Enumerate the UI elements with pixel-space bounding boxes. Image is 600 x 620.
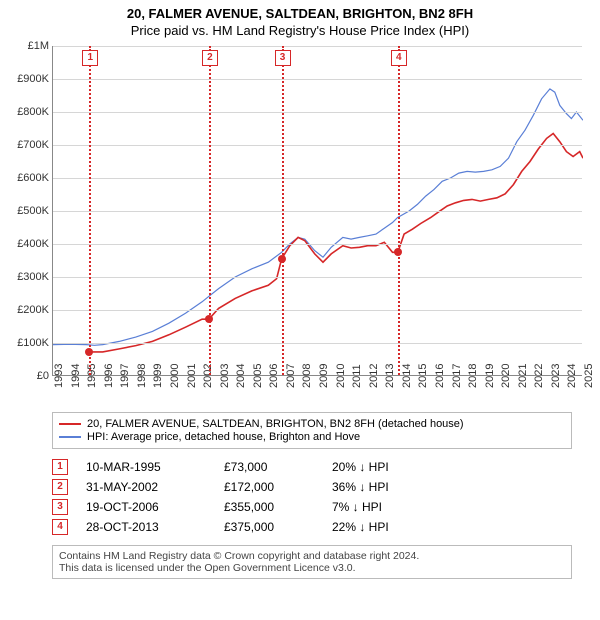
sales-row-price: £375,000 — [224, 520, 314, 534]
sales-row-index: 3 — [52, 499, 68, 515]
sales-row-diff: 22% ↓ HPI — [332, 520, 452, 534]
gridline — [53, 178, 582, 179]
gridline — [53, 79, 582, 80]
sales-row-date: 10-MAR-1995 — [86, 460, 206, 474]
legend-row: HPI: Average price, detached house, Brig… — [59, 431, 565, 443]
sales-row: 3 19-OCT-2006 £355,000 7% ↓ HPI — [52, 499, 572, 515]
sales-row-diff: 7% ↓ HPI — [332, 500, 452, 514]
sale-marker-dot — [205, 315, 213, 323]
sales-row-date: 19-OCT-2006 — [86, 500, 206, 514]
sale-marker-box: 4 — [391, 50, 407, 66]
sales-row-index: 1 — [52, 459, 68, 475]
legend-label: 20, FALMER AVENUE, SALTDEAN, BRIGHTON, B… — [87, 418, 464, 430]
y-axis-label: £200K — [9, 304, 49, 316]
legend-swatch — [59, 436, 81, 438]
gridline — [53, 343, 582, 344]
plot: £0£100K£200K£300K£400K£500K£600K£700K£80… — [52, 46, 582, 376]
sales-row-price: £73,000 — [224, 460, 314, 474]
sales-row-price: £172,000 — [224, 480, 314, 494]
y-axis-label: £0 — [9, 370, 49, 382]
title-block: 20, FALMER AVENUE, SALTDEAN, BRIGHTON, B… — [8, 6, 592, 38]
legend-row: 20, FALMER AVENUE, SALTDEAN, BRIGHTON, B… — [59, 418, 565, 430]
footer-line1: Contains HM Land Registry data © Crown c… — [59, 550, 565, 562]
sales-row: 1 10-MAR-1995 £73,000 20% ↓ HPI — [52, 459, 572, 475]
gridline — [53, 211, 582, 212]
y-axis-label: £400K — [9, 238, 49, 250]
sale-marker-box: 3 — [275, 50, 291, 66]
sales-row: 2 31-MAY-2002 £172,000 36% ↓ HPI — [52, 479, 572, 495]
sales-row-price: £355,000 — [224, 500, 314, 514]
sales-row-index: 2 — [52, 479, 68, 495]
legend-swatch — [59, 423, 81, 425]
footer-line2: This data is licensed under the Open Gov… — [59, 562, 565, 574]
series-line — [53, 89, 583, 345]
chart-area: £0£100K£200K£300K£400K£500K£600K£700K£80… — [52, 46, 582, 406]
sales-row-diff: 36% ↓ HPI — [332, 480, 452, 494]
sale-marker-dot — [85, 348, 93, 356]
sale-marker-line — [398, 46, 400, 375]
gridline — [53, 277, 582, 278]
legend: 20, FALMER AVENUE, SALTDEAN, BRIGHTON, B… — [52, 412, 572, 449]
gridline — [53, 112, 582, 113]
gridline — [53, 310, 582, 311]
sale-marker-box: 2 — [202, 50, 218, 66]
y-axis-label: £100K — [9, 337, 49, 349]
y-axis-label: £600K — [9, 172, 49, 184]
chart-title: 20, FALMER AVENUE, SALTDEAN, BRIGHTON, B… — [8, 6, 592, 21]
gridline — [53, 46, 582, 47]
sales-row-index: 4 — [52, 519, 68, 535]
y-axis-label: £900K — [9, 73, 49, 85]
y-axis-label: £700K — [9, 139, 49, 151]
sale-marker-line — [282, 46, 284, 375]
y-axis-label: £300K — [9, 271, 49, 283]
sale-marker-box: 1 — [82, 50, 98, 66]
sale-marker-line — [89, 46, 91, 375]
gridline — [53, 244, 582, 245]
y-axis-label: £500K — [9, 205, 49, 217]
sales-row-date: 28-OCT-2013 — [86, 520, 206, 534]
sale-marker-dot — [394, 248, 402, 256]
sales-row-diff: 20% ↓ HPI — [332, 460, 452, 474]
sales-table: 1 10-MAR-1995 £73,000 20% ↓ HPI 2 31-MAY-2002… — [52, 459, 572, 535]
gridline — [53, 145, 582, 146]
legend-label: HPI: Average price, detached house, Brig… — [87, 431, 360, 443]
sales-row: 4 28-OCT-2013 £375,000 22% ↓ HPI — [52, 519, 572, 535]
sales-row-date: 31-MAY-2002 — [86, 480, 206, 494]
y-axis-label: £800K — [9, 106, 49, 118]
sale-marker-dot — [278, 255, 286, 263]
chart-subtitle: Price paid vs. HM Land Registry's House … — [8, 23, 592, 38]
footer: Contains HM Land Registry data © Crown c… — [52, 545, 572, 579]
y-axis-label: £1M — [9, 40, 49, 52]
sale-marker-line — [209, 46, 211, 375]
